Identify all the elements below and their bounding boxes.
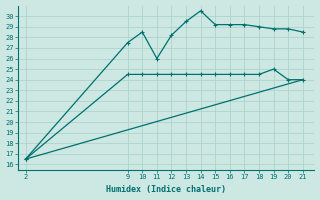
X-axis label: Humidex (Indice chaleur): Humidex (Indice chaleur) bbox=[106, 185, 226, 194]
